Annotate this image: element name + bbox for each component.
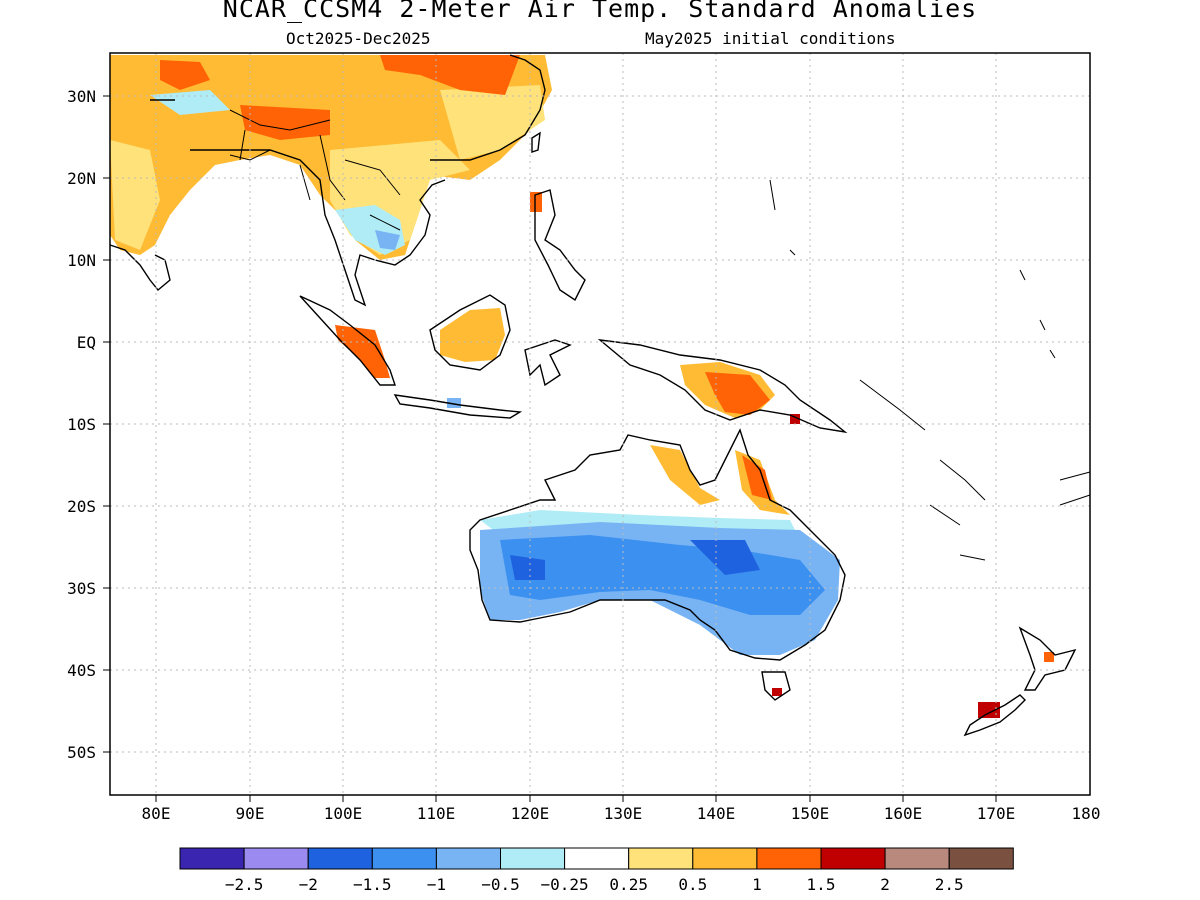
lon-label: 180 (1072, 804, 1101, 823)
colorbar-swatch (948, 847, 1014, 870)
forecast-period: Oct2025-Dec2025 (286, 29, 431, 48)
new-zealand-south (963, 694, 1026, 737)
colorbar-label: 2.5 (935, 875, 964, 894)
lat-label: 10N (67, 251, 96, 270)
lat-label: 30N (67, 87, 96, 106)
colorbar-label: 0.25 (609, 875, 648, 894)
solomon-hot (790, 414, 800, 424)
lon-label: 160E (884, 804, 923, 823)
lon-label: 120E (511, 804, 550, 823)
lon-label: 100E (324, 804, 363, 823)
lon-label: 170E (977, 804, 1016, 823)
new-zealand-north (1018, 626, 1077, 691)
lon-label: 110E (417, 804, 456, 823)
java-cool (447, 398, 461, 408)
asia-cool-patch-2 (375, 230, 400, 250)
lon-label: 80E (142, 804, 171, 823)
colorbar-swatch (243, 847, 309, 870)
longitude-labels: 80E 90E 100E 110E 120E 130E 140E 150E 16… (142, 804, 1101, 823)
colorbar-label: 0.5 (678, 875, 707, 894)
lat-label: 10S (67, 415, 96, 434)
colorbar-swatch (692, 847, 758, 870)
map-frame (109, 52, 1091, 796)
colorbar-swatch (820, 847, 886, 870)
colorbar-label: −2 (299, 875, 318, 894)
tasmania (761, 671, 791, 701)
new-guinea-hot (705, 372, 770, 415)
colorbar-swatch (628, 847, 694, 870)
asia-hot-core (160, 55, 520, 140)
colorbar (179, 847, 1014, 870)
sumatra (299, 295, 396, 386)
colorbar-label: −2.5 (225, 875, 264, 894)
lon-ticks (155, 795, 997, 802)
colorbar-swatch (179, 847, 245, 870)
lat-ticks (103, 95, 110, 753)
coastlines (109, 54, 1091, 737)
latitude-labels: 30N 20N 10N EQ 10S 20S 30S 40S 50S (67, 87, 96, 762)
qld-hot (742, 455, 772, 500)
sumatra-warm (335, 325, 390, 378)
new-zealand-hot (978, 702, 1000, 718)
asia-light-warm (110, 85, 545, 255)
taiwan (531, 131, 541, 153)
colorbar-label: −1.5 (353, 875, 392, 894)
colorbar-swatch (307, 847, 373, 870)
gridlines (110, 53, 1090, 795)
sulawesi (524, 339, 572, 387)
lon-label: 140E (697, 804, 736, 823)
lat-label: 40S (67, 661, 96, 680)
asia-coast (109, 54, 546, 307)
colorbar-swatch (371, 847, 437, 870)
asia-cool-patch (150, 90, 405, 255)
colorbar-swatch (884, 847, 950, 870)
lat-label: 20S (67, 497, 96, 516)
lat-label: 50S (67, 743, 96, 762)
australia (469, 428, 846, 661)
philippines (534, 189, 586, 302)
colorbar-swatch (756, 847, 822, 870)
colorbar-label: −0.5 (481, 875, 520, 894)
new-guinea (597, 339, 848, 434)
anomaly-fields (110, 55, 1054, 718)
lon-label: 150E (791, 804, 830, 823)
borneo-warm (440, 308, 505, 362)
australia-strong-cool (510, 540, 760, 580)
colorbar-label: 1.5 (807, 875, 836, 894)
colorbar-swatch (500, 847, 566, 870)
lat-label: 30S (67, 579, 96, 598)
colorbar-label: 2 (880, 875, 890, 894)
map-title: NCAR_CCSM4 2-Meter Air Temp. Standard An… (222, 0, 978, 23)
java (393, 394, 523, 419)
initial-conditions: May2025 initial conditions (645, 29, 896, 48)
colorbar-swatch (564, 847, 630, 870)
colorbar-labels: −2.5 −2 −1.5 −1 −0.5 −0.25 0.25 0.5 1 1.5 2 2.5 (225, 875, 964, 894)
borneo (429, 294, 511, 371)
lat-label: EQ (77, 333, 96, 352)
philippines-hot (530, 192, 542, 212)
colorbar-swatch (435, 847, 501, 870)
new-zealand-north-hot (1044, 652, 1054, 662)
colorbar-label: −0.25 (541, 875, 589, 894)
colorbar-label: 1 (752, 875, 762, 894)
asia-borders (229, 109, 401, 231)
tasmania-hot (772, 688, 782, 696)
qld-warm (650, 445, 790, 515)
pacific-islands (769, 179, 1091, 561)
lat-label: 20N (67, 169, 96, 188)
colorbar-label: −1 (427, 875, 446, 894)
lon-label: 130E (604, 804, 643, 823)
lon-label: 90E (236, 804, 265, 823)
